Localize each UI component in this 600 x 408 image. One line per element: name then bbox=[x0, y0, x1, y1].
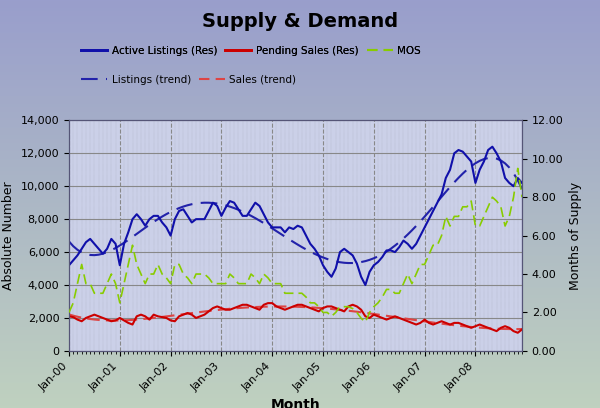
Y-axis label: Absolute Number: Absolute Number bbox=[2, 181, 15, 290]
Legend: Active Listings (Res), Pending Sales (Res), MOS: Active Listings (Res), Pending Sales (Re… bbox=[77, 42, 425, 60]
X-axis label: Month: Month bbox=[271, 398, 320, 408]
Y-axis label: Months of Supply: Months of Supply bbox=[569, 182, 582, 290]
Text: Supply & Demand: Supply & Demand bbox=[202, 12, 398, 31]
Legend: Listings (trend), Sales (trend): Listings (trend), Sales (trend) bbox=[77, 71, 301, 89]
